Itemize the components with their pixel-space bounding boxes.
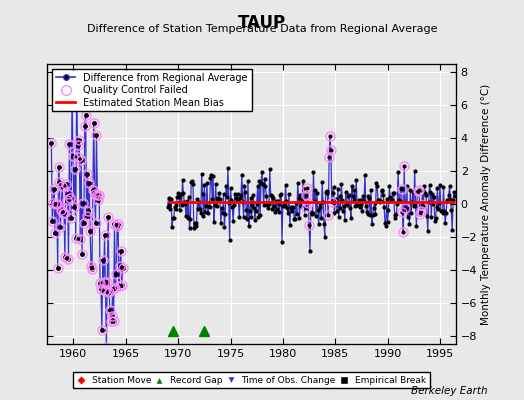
Y-axis label: Monthly Temperature Anomaly Difference (°C): Monthly Temperature Anomaly Difference (… <box>482 83 492 325</box>
Text: Difference of Station Temperature Data from Regional Average: Difference of Station Temperature Data f… <box>87 24 437 34</box>
Text: TAUP: TAUP <box>238 14 286 32</box>
Legend: Station Move, Record Gap, Time of Obs. Change, Empirical Break: Station Move, Record Gap, Time of Obs. C… <box>73 372 430 388</box>
Text: Berkeley Earth: Berkeley Earth <box>411 386 487 396</box>
